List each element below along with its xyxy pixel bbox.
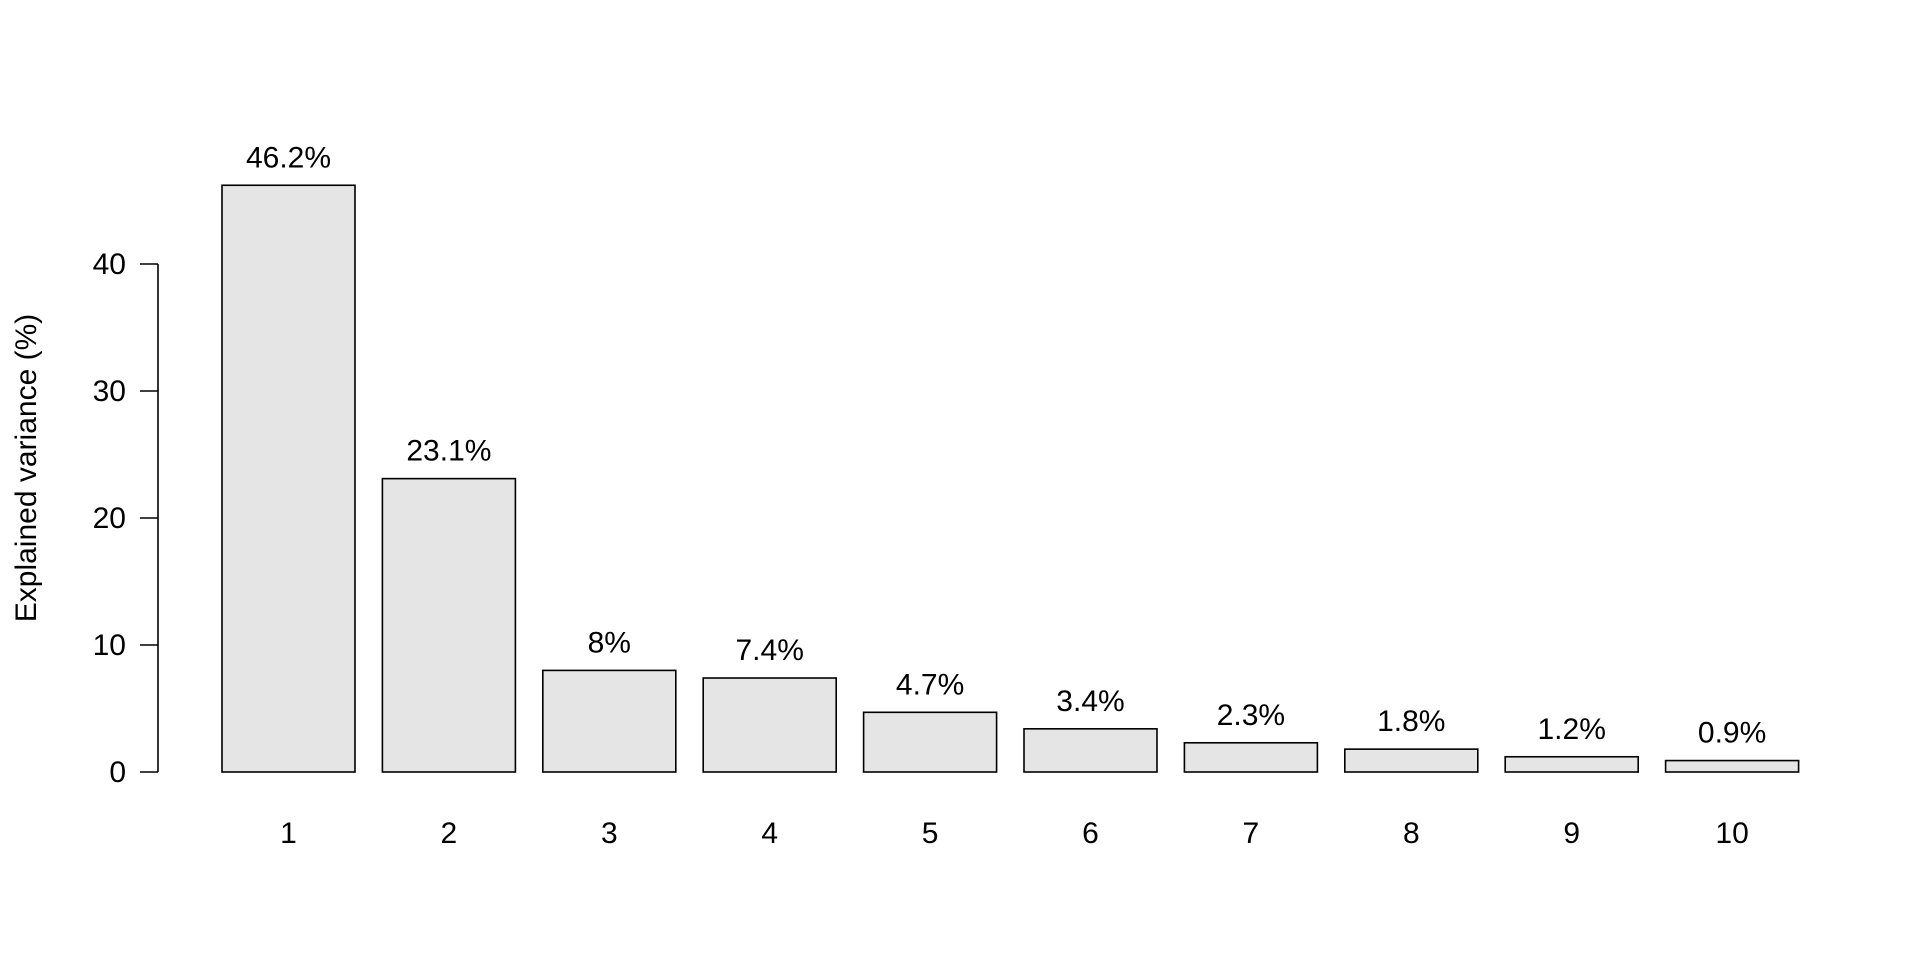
bar-value-label: 4.7%: [896, 668, 964, 701]
y-axis-title: Explained variance (%): [10, 314, 43, 622]
bar: [1344, 748, 1479, 773]
bar: [381, 477, 517, 773]
x-tick-label: 8: [1403, 817, 1420, 850]
x-tick-label: 3: [601, 817, 618, 850]
x-tick-labels: 1 2 3 4 5 6 7 8 9 10: [280, 817, 1749, 850]
bar-value-label: 2.3%: [1217, 699, 1285, 732]
x-tick-label: 4: [761, 817, 778, 850]
y-axis: 0 10 20 30 40: [93, 248, 159, 789]
bar-value-label: 3.4%: [1056, 685, 1124, 718]
bar: [1023, 728, 1158, 773]
bar: [702, 677, 838, 773]
x-tick-label: 1: [280, 817, 297, 850]
bar: [1183, 741, 1319, 773]
bar: [1664, 759, 1800, 773]
bar: [541, 669, 677, 773]
bar-value-label: 8%: [588, 626, 631, 659]
y-tick-label: 20: [93, 502, 126, 535]
bar: [862, 711, 998, 773]
x-tick-label: 6: [1082, 817, 1099, 850]
x-tick-label: 10: [1715, 817, 1748, 850]
y-tick-label: 10: [93, 629, 126, 662]
bar: [221, 184, 356, 773]
x-tick-label: 9: [1563, 817, 1580, 850]
bar-value-label: 7.4%: [736, 634, 804, 667]
bar-value-label: 23.1%: [406, 435, 491, 468]
x-tick-label: 7: [1243, 817, 1260, 850]
bar-value-label: 0.9%: [1698, 717, 1766, 750]
y-tick-label: 0: [109, 756, 126, 789]
bar-value-label: 1.2%: [1538, 713, 1606, 746]
bars-group: 46.2% 23.1% 8% 7.4% 4.7% 3.4% 2.3% 1.8% 1.2% 0.9%: [221, 141, 1800, 773]
x-tick-label: 5: [922, 817, 939, 850]
y-tick-label: 40: [93, 248, 126, 281]
x-tick-label: 2: [441, 817, 458, 850]
y-tick-label: 30: [93, 375, 126, 408]
bar-value-label: 46.2%: [246, 141, 331, 174]
bar-value-label: 1.8%: [1377, 705, 1445, 738]
bar: [1504, 755, 1639, 773]
